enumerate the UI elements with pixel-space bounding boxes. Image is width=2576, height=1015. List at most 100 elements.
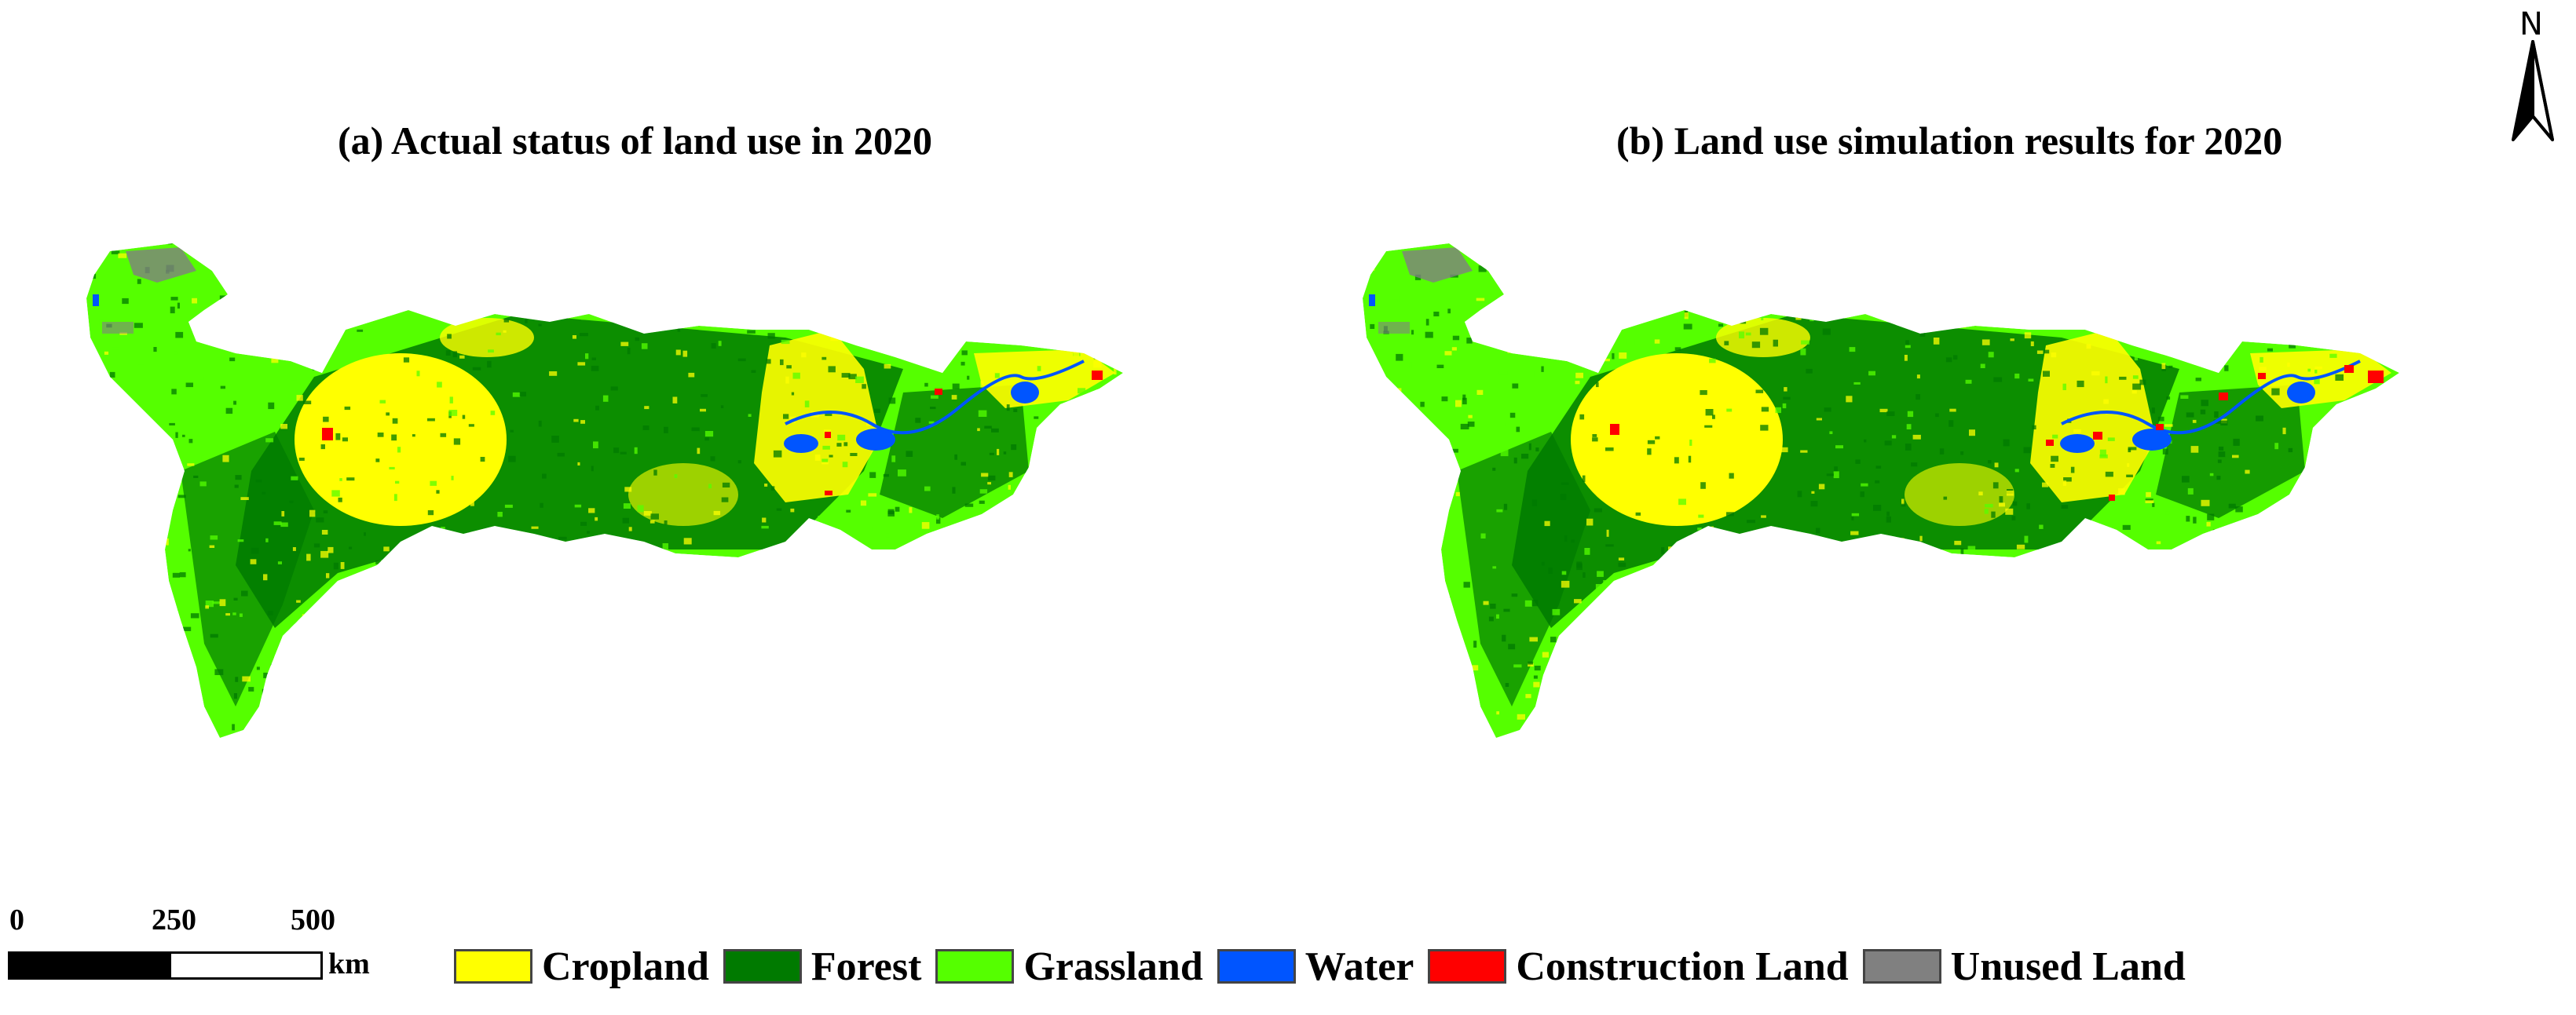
- land-cover-speck: [448, 714, 456, 718]
- land-cover-speck: [161, 538, 169, 546]
- land-cover-speck: [1483, 601, 1489, 605]
- land-cover-speck: [2178, 726, 2183, 731]
- land-cover-speck: [887, 510, 895, 517]
- land-cover-speck: [997, 329, 1004, 334]
- land-cover-speck: [1783, 396, 1791, 400]
- land-cover-speck: [2187, 698, 2193, 703]
- land-cover-speck: [725, 647, 734, 650]
- land-cover-speck: [1364, 704, 1373, 711]
- land-cover-speck: [1541, 261, 1548, 266]
- land-cover-speck: [2127, 563, 2131, 568]
- land-cover-speck: [913, 552, 920, 559]
- land-cover-speck: [529, 255, 532, 258]
- land-cover-speck: [2277, 509, 2281, 514]
- land-cover-speck: [2228, 604, 2238, 608]
- land-cover-speck: [761, 525, 769, 529]
- land-cover-speck: [86, 416, 93, 421]
- land-cover-speck: [1688, 455, 1692, 463]
- land-cover-speck: [1502, 634, 1506, 642]
- land-cover-speck: [2164, 424, 2173, 427]
- land-cover-speck: [1083, 399, 1089, 403]
- land-cover-speck: [1729, 473, 1734, 479]
- land-cover-speck: [333, 562, 338, 570]
- land-cover-speck: [214, 669, 224, 675]
- land-cover-speck: [2091, 371, 2100, 376]
- land-cover-speck: [675, 349, 681, 356]
- land-cover-speck: [2336, 647, 2344, 654]
- land-cover-speck: [393, 712, 400, 716]
- land-cover-speck: [1914, 617, 1918, 621]
- land-cover-speck: [167, 445, 170, 451]
- land-cover-speck: [1051, 461, 1059, 466]
- land-cover-speck: [2373, 629, 2377, 633]
- land-cover-speck: [2057, 263, 2066, 268]
- land-cover-speck: [1945, 562, 1950, 569]
- land-cover-speck: [89, 273, 97, 279]
- land-cover-speck: [780, 249, 786, 253]
- land-cover-speck: [379, 400, 386, 403]
- land-cover-speck: [1939, 448, 1945, 455]
- land-cover-speck: [2157, 416, 2164, 422]
- land-cover-speck: [1905, 345, 1911, 349]
- land-cover-speck: [503, 319, 510, 323]
- land-cover-speck: [295, 621, 302, 626]
- land-cover-speck: [363, 633, 368, 638]
- land-cover-speck: [323, 416, 329, 422]
- legend-swatch: [1217, 949, 1296, 984]
- land-cover-speck: [2196, 564, 2200, 569]
- land-cover-speck: [335, 433, 341, 440]
- land-cover-speck: [1563, 349, 1570, 356]
- land-cover-speck: [1012, 321, 1021, 325]
- land-cover-speck: [1090, 700, 1100, 706]
- land-cover-speck: [2121, 538, 2129, 542]
- construction-land-patch: [2344, 365, 2354, 373]
- land-cover-speck: [1451, 448, 1458, 453]
- map-canvas: [1363, 243, 2399, 738]
- land-cover-speck: [971, 612, 978, 620]
- land-cover-speck: [1759, 327, 1769, 335]
- land-cover-speck: [2118, 488, 2125, 495]
- land-cover-speck: [2168, 365, 2173, 368]
- land-cover-speck: [805, 294, 813, 299]
- land-cover-speck: [1833, 276, 1839, 280]
- land-cover-speck: [1441, 700, 1447, 706]
- land-cover-speck: [492, 580, 500, 584]
- land-cover-speck: [185, 382, 193, 388]
- land-cover-speck: [175, 432, 178, 438]
- land-cover-speck: [1674, 457, 1679, 464]
- land-cover-speck: [2133, 572, 2140, 580]
- land-cover-speck: [1364, 601, 1370, 607]
- water-body: [2132, 429, 2172, 451]
- land-cover-speck: [1015, 573, 1021, 579]
- land-cover-speck: [664, 520, 668, 525]
- land-cover-speck: [1396, 353, 1403, 361]
- land-cover-speck: [480, 457, 485, 462]
- land-cover-speck: [1528, 261, 1535, 265]
- land-cover-speck: [1100, 458, 1108, 466]
- land-cover-speck: [704, 437, 709, 441]
- land-cover-speck: [1700, 290, 1707, 295]
- land-cover-speck: [1583, 666, 1591, 670]
- land-cover-speck: [575, 299, 578, 306]
- land-cover-speck: [1980, 363, 1985, 368]
- land-cover-speck: [1061, 525, 1068, 528]
- land-cover-speck: [1026, 513, 1033, 520]
- land-cover-speck: [868, 493, 877, 497]
- land-cover-speck: [2195, 685, 2201, 690]
- land-cover-speck: [574, 504, 582, 508]
- land-cover-speck: [553, 606, 558, 614]
- land-cover-speck: [1422, 566, 1428, 569]
- land-cover-speck: [190, 613, 199, 619]
- land-cover-speck: [642, 425, 649, 430]
- land-cover-speck: [1800, 450, 1808, 453]
- land-cover-speck: [928, 421, 935, 424]
- land-cover-speck: [837, 434, 846, 441]
- scale-bar-white-segment: [169, 951, 323, 980]
- land-cover-speck: [1664, 291, 1670, 295]
- land-cover-speck: [2236, 595, 2241, 602]
- land-cover-speck: [1426, 711, 1431, 715]
- land-cover-speck: [2123, 612, 2128, 618]
- land-cover-speck: [1984, 509, 1989, 514]
- land-cover-speck: [1363, 661, 1365, 668]
- land-cover-speck: [939, 678, 943, 682]
